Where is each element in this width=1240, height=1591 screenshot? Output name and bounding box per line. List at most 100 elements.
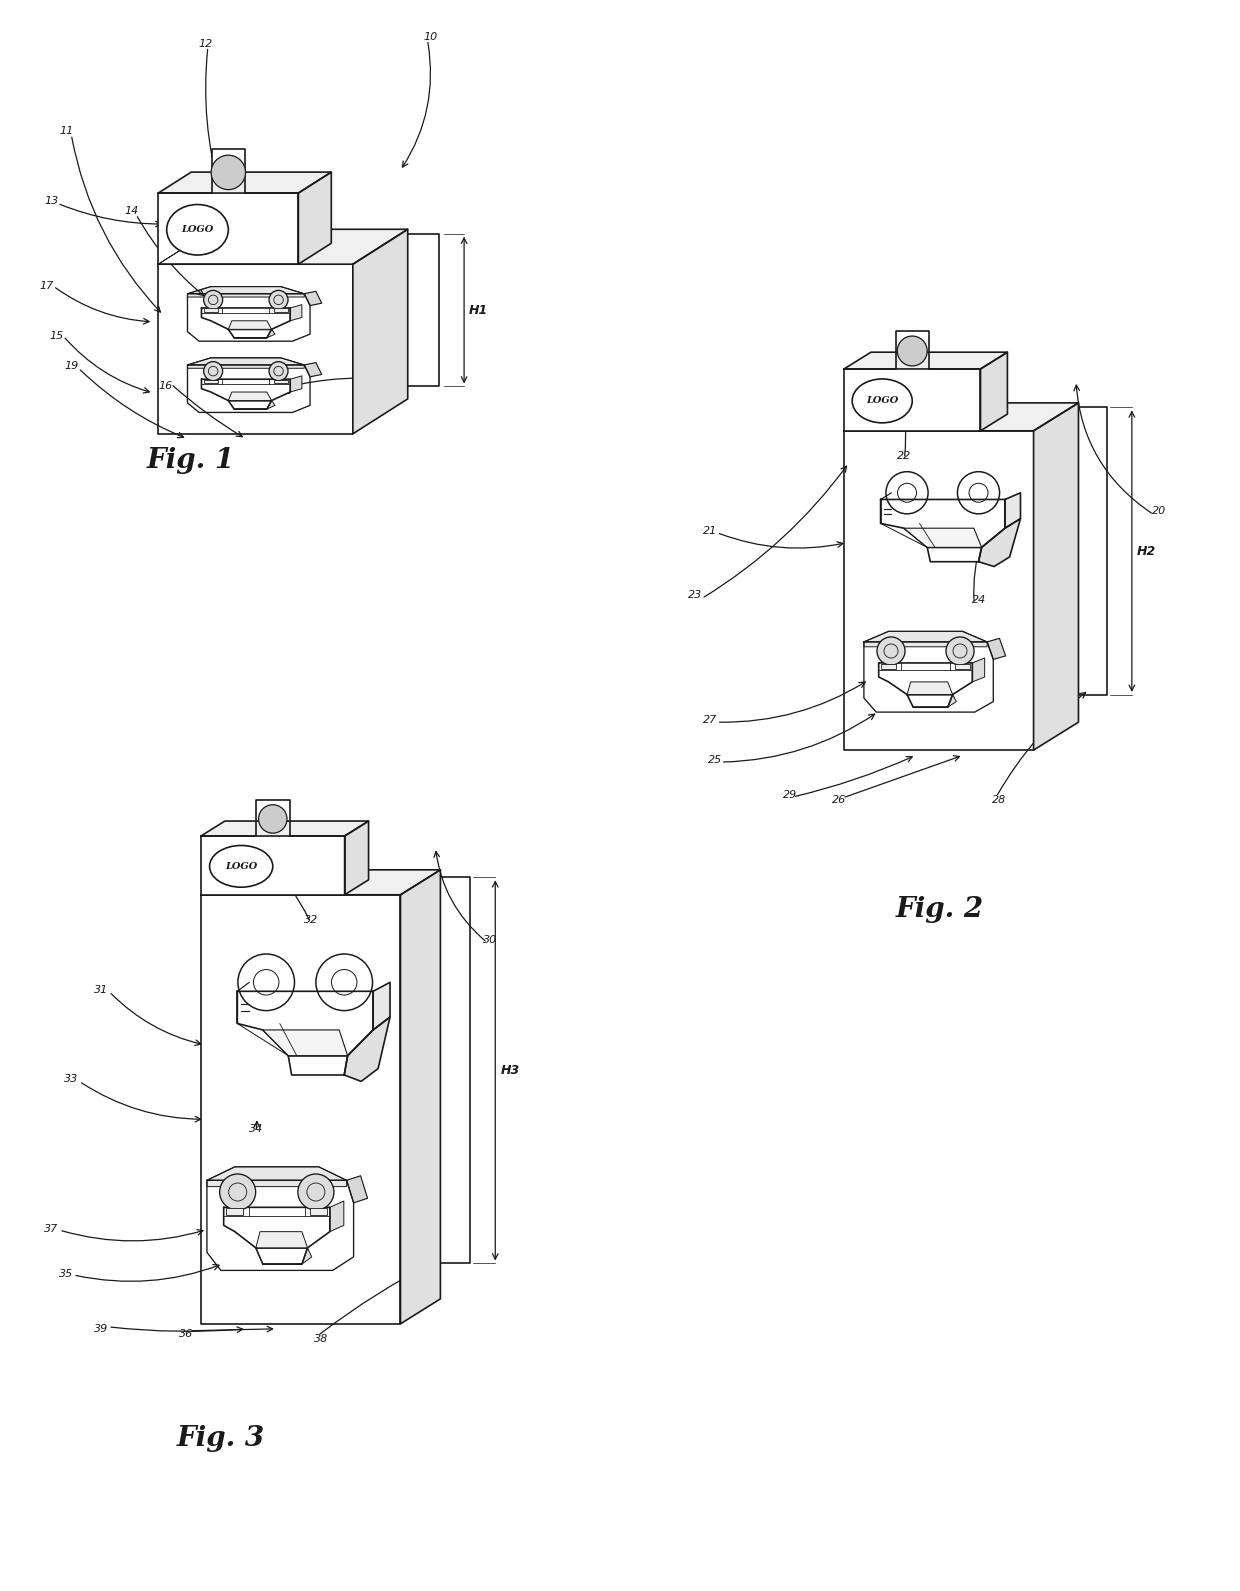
Text: 28: 28 (992, 796, 1007, 805)
Text: 39: 39 (94, 1324, 108, 1333)
Polygon shape (864, 632, 987, 648)
Polygon shape (263, 1029, 347, 1056)
Polygon shape (159, 243, 191, 264)
Polygon shape (207, 1181, 353, 1270)
Text: Fig. 3: Fig. 3 (177, 1426, 265, 1453)
Text: LOGO: LOGO (866, 396, 898, 406)
Polygon shape (228, 329, 272, 337)
Polygon shape (1047, 407, 1107, 695)
Polygon shape (187, 286, 304, 298)
Text: 36: 36 (179, 1328, 193, 1338)
Text: 27: 27 (703, 716, 717, 725)
Bar (955, 663, 970, 668)
Polygon shape (413, 877, 470, 1263)
Text: 10: 10 (423, 32, 438, 41)
Text: Fig. 2: Fig. 2 (895, 896, 983, 923)
Polygon shape (304, 363, 321, 377)
Polygon shape (904, 528, 982, 547)
Circle shape (298, 1174, 334, 1211)
Polygon shape (1004, 493, 1021, 528)
Polygon shape (844, 331, 981, 431)
Polygon shape (201, 821, 368, 835)
Polygon shape (299, 172, 331, 264)
Text: 33: 33 (64, 1074, 78, 1085)
Polygon shape (159, 229, 408, 264)
Ellipse shape (852, 379, 913, 423)
Ellipse shape (210, 845, 273, 888)
Polygon shape (1034, 403, 1079, 749)
Text: 12: 12 (198, 38, 213, 49)
Text: H1: H1 (469, 304, 489, 317)
Polygon shape (159, 172, 331, 193)
Text: 34: 34 (249, 1125, 263, 1134)
Text: 31: 31 (94, 985, 108, 994)
Polygon shape (223, 1208, 330, 1247)
Polygon shape (207, 1166, 347, 1187)
Polygon shape (228, 391, 272, 401)
Polygon shape (304, 291, 321, 305)
Polygon shape (290, 375, 301, 391)
Circle shape (219, 1174, 255, 1211)
Polygon shape (330, 1201, 343, 1231)
Polygon shape (913, 695, 956, 706)
Text: 22: 22 (898, 450, 911, 461)
Polygon shape (187, 294, 310, 340)
Polygon shape (228, 321, 272, 329)
Polygon shape (159, 150, 299, 264)
Polygon shape (373, 982, 391, 1029)
Polygon shape (879, 663, 972, 695)
Text: 17: 17 (40, 282, 53, 291)
Polygon shape (201, 309, 290, 329)
Bar (203, 309, 218, 312)
Text: Fig. 1: Fig. 1 (146, 447, 236, 474)
Polygon shape (159, 264, 353, 434)
Polygon shape (972, 659, 985, 683)
Text: 29: 29 (782, 791, 797, 800)
Polygon shape (255, 1247, 308, 1265)
Circle shape (203, 361, 223, 380)
Polygon shape (906, 695, 952, 706)
Polygon shape (401, 870, 440, 1324)
Circle shape (259, 805, 286, 834)
Polygon shape (987, 638, 1006, 659)
Polygon shape (234, 329, 275, 337)
Polygon shape (201, 379, 290, 401)
Circle shape (269, 361, 288, 380)
Polygon shape (844, 431, 1034, 749)
Text: 13: 13 (45, 196, 58, 207)
Polygon shape (263, 1247, 311, 1265)
Circle shape (203, 291, 223, 309)
Polygon shape (201, 894, 401, 1324)
Text: LOGO: LOGO (181, 226, 213, 234)
Polygon shape (234, 401, 275, 409)
Text: 38: 38 (314, 1333, 327, 1344)
Polygon shape (353, 229, 408, 434)
Text: 24: 24 (972, 595, 986, 606)
Text: 15: 15 (50, 331, 63, 340)
Text: 21: 21 (703, 525, 717, 536)
Polygon shape (255, 1231, 308, 1247)
Text: 35: 35 (60, 1270, 73, 1279)
Circle shape (269, 291, 288, 309)
Text: 20: 20 (1152, 506, 1166, 515)
Text: 30: 30 (484, 934, 497, 945)
Bar (203, 380, 218, 383)
Text: 11: 11 (60, 127, 73, 137)
Polygon shape (844, 352, 1007, 369)
Polygon shape (978, 519, 1021, 566)
Polygon shape (187, 286, 304, 294)
Text: 32: 32 (304, 915, 317, 924)
Text: H3: H3 (500, 1064, 520, 1077)
Bar (882, 663, 897, 668)
Polygon shape (844, 403, 1079, 431)
Polygon shape (345, 821, 368, 894)
Polygon shape (187, 358, 304, 368)
Polygon shape (228, 401, 272, 409)
Polygon shape (880, 500, 1004, 547)
Text: 19: 19 (64, 361, 78, 371)
Text: LOGO: LOGO (224, 862, 257, 870)
Polygon shape (864, 641, 993, 713)
Circle shape (211, 156, 246, 189)
Text: 14: 14 (124, 207, 138, 216)
Polygon shape (370, 234, 439, 387)
